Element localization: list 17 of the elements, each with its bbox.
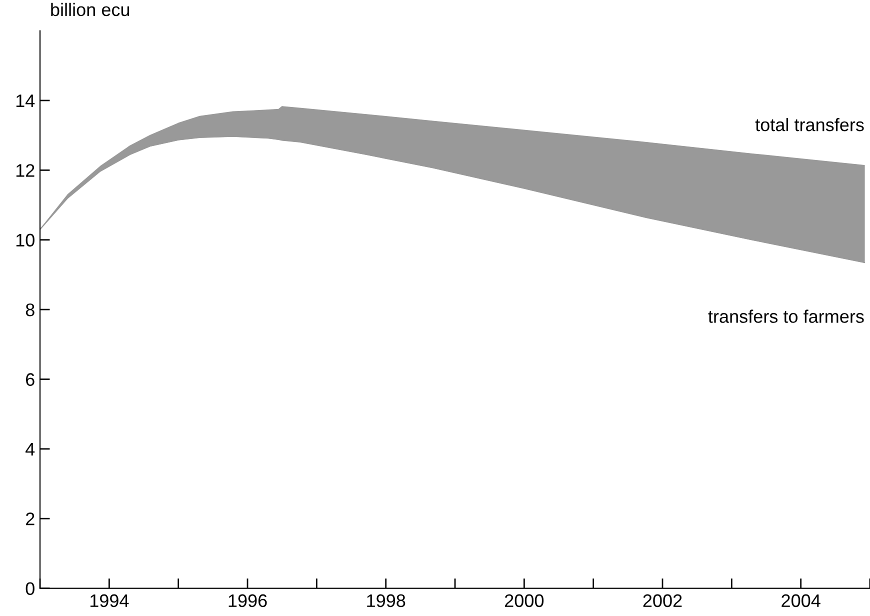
x-tick-label: 2004 [782, 594, 820, 608]
y-tick-label: 6 [26, 373, 34, 386]
series-label: total transfers [755, 118, 864, 132]
y-tick-label: 2 [26, 512, 34, 526]
y-tick-label: 10 [16, 234, 34, 247]
x-tick-label: 1998 [367, 594, 406, 608]
x-tick-label: 1994 [90, 594, 129, 608]
y-tick-label: 14 [16, 94, 35, 108]
y-tick-label: 4 [26, 443, 35, 456]
x-tick-label: 2000 [505, 594, 544, 608]
y-axis-title: billion ecu [51, 2, 130, 16]
y-tick-label: 8 [26, 303, 34, 316]
y-tick-label: 0 [26, 582, 34, 595]
x-tick-label: 2002 [643, 594, 682, 608]
x-tick-label: 1996 [228, 594, 267, 608]
y-tick-label: 12 [16, 164, 34, 177]
text: transfers to farmers [708, 310, 864, 323]
